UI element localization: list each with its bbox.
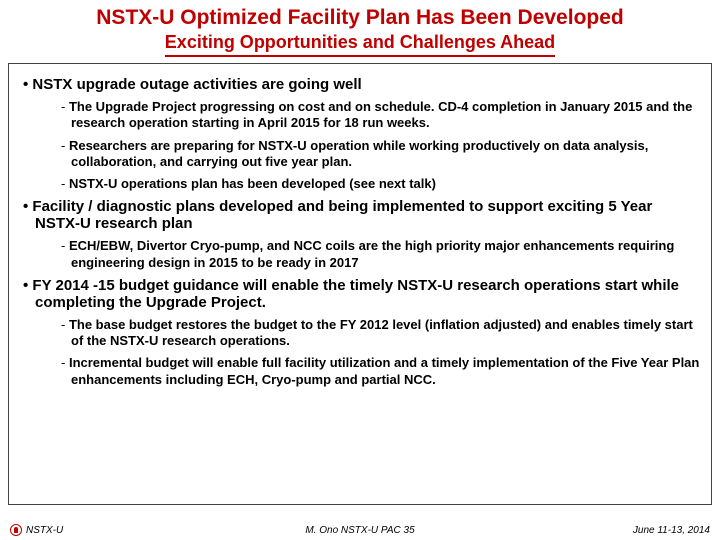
bullet-2: Facility / diagnostic plans developed an…	[19, 198, 701, 232]
footer-right-text: June 11-13, 2014	[633, 525, 710, 536]
bullet-3-sub-1: The base budget restores the budget to t…	[59, 317, 701, 350]
bullet-1-sub-1: The Upgrade Project progressing on cost …	[59, 99, 701, 132]
bullet-1: NSTX upgrade outage activities are going…	[19, 76, 701, 93]
bullet-1-sub-3: NSTX-U operations plan has been develope…	[59, 176, 701, 192]
footer-center-text: M. Ono NSTX-U PAC 35	[305, 525, 414, 536]
bullet-2-sub-1: ECH/EBW, Divertor Cryo-pump, and NCC coi…	[59, 238, 701, 271]
bullet-3: FY 2014 -15 budget guidance will enable …	[19, 277, 701, 311]
content-box: NSTX upgrade outage activities are going…	[8, 63, 712, 505]
bullet-3-sub-2: Incremental budget will enable full faci…	[59, 355, 701, 388]
footer-left: NSTX-U	[10, 524, 63, 536]
title-line-2: Exciting Opportunities and Challenges Ah…	[165, 32, 555, 57]
title-line-1: NSTX-U Optimized Facility Plan Has Been …	[10, 6, 710, 30]
footer-left-text: NSTX-U	[26, 525, 63, 536]
bullet-1-sub-2: Researchers are preparing for NSTX-U ope…	[59, 138, 701, 171]
slide-title-block: NSTX-U Optimized Facility Plan Has Been …	[0, 0, 720, 59]
pppl-logo-icon	[10, 524, 22, 536]
